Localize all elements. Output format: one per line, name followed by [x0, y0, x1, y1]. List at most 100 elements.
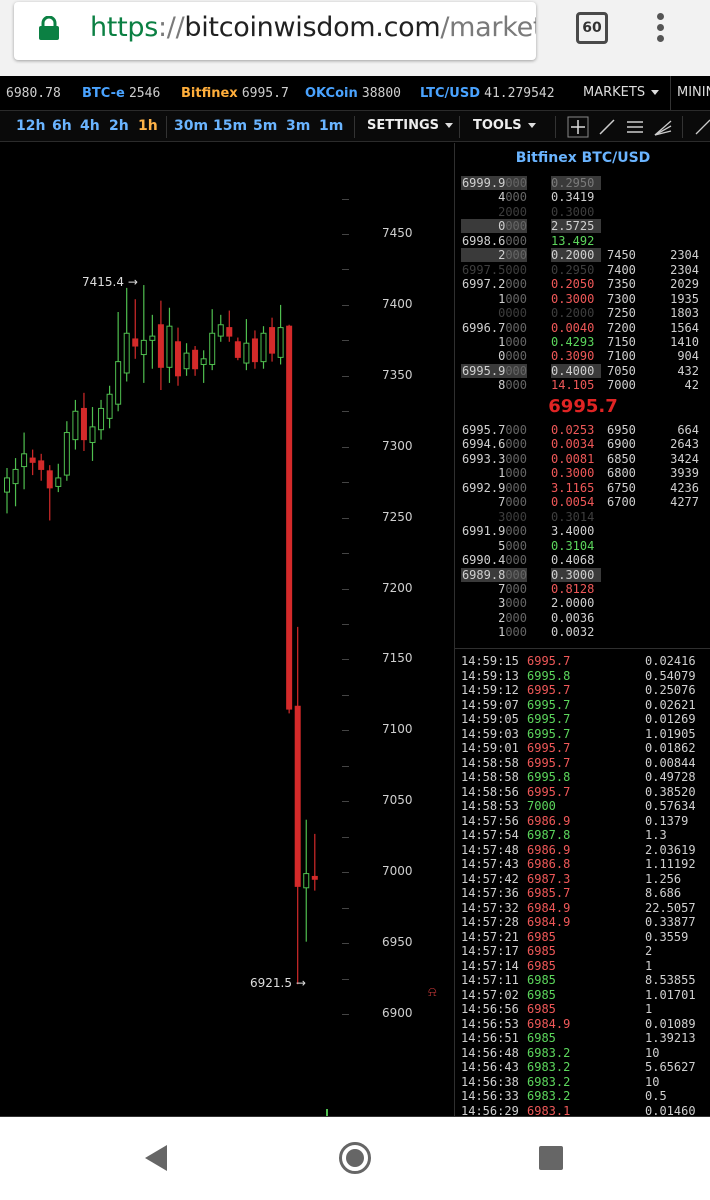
- trade-amount: 22.5057: [645, 900, 696, 915]
- markets-menu-button[interactable]: MARKETS: [568, 76, 668, 110]
- depth-volume: 1564: [670, 320, 699, 335]
- orderbook-row[interactable]: 6995.7000 0.0253 6950 664: [461, 423, 710, 437]
- overflow-menu-icon[interactable]: [650, 10, 670, 50]
- interval-1h[interactable]: 1h: [138, 118, 158, 134]
- address-bar[interactable]: https://bitcoinwisdom.com/markets/: [14, 2, 536, 60]
- trade-time: 14:59:07: [461, 697, 519, 712]
- orderbook-row[interactable]: 0000 0.2000 7250 1803: [461, 306, 710, 320]
- fan-tool-icon[interactable]: [652, 116, 674, 138]
- depth-volume: 904: [677, 349, 699, 364]
- interval-30m[interactable]: 30m: [174, 118, 209, 134]
- trade-price: 6995.7: [527, 683, 571, 697]
- orderbook-row[interactable]: 1000 0.0032: [461, 625, 710, 639]
- orderbook-row[interactable]: 3000 0.3014: [461, 510, 710, 524]
- candle-body: [29, 457, 36, 463]
- ticker-item[interactable]: 6980.78: [6, 86, 61, 101]
- trade-amount: 0.02621: [645, 697, 696, 712]
- interval-15m[interactable]: 15m: [213, 118, 248, 134]
- horizontal-lines-tool-icon[interactable]: [624, 116, 646, 138]
- orderbook-row[interactable]: 3000 2.0000: [461, 596, 710, 610]
- draw-tool-icon[interactable]: [692, 116, 710, 138]
- market-title[interactable]: Bitfinex BTC/USD: [515, 150, 651, 166]
- trade-price: 6987.8: [527, 828, 571, 842]
- orderbook-row[interactable]: 6994.6000 0.0034 6900 2643: [461, 437, 710, 451]
- candle-body: [175, 341, 181, 377]
- trade-price: 6995.7: [527, 741, 571, 755]
- y-minor-tick: [342, 694, 349, 696]
- trade-row: 14:57:54 6987.8 1.3: [461, 828, 710, 842]
- trade-row: 14:57:02 6985 1.01701: [461, 988, 710, 1002]
- trade-amount: 1.11192: [645, 857, 696, 871]
- home-icon[interactable]: [339, 1142, 371, 1174]
- orderbook-row[interactable]: 6997.5000 0.2950 7400 2304: [461, 263, 710, 277]
- ticker-item[interactable]: Bitfinex 6995.7: [181, 86, 289, 101]
- ticker-item[interactable]: LTC/USD 41.279542: [420, 86, 555, 101]
- orderbook-row[interactable]: 6992.9000 3.1165 6750 4236: [461, 481, 710, 495]
- orderbook-row[interactable]: 1000 0.3000 7300 1935: [461, 292, 710, 306]
- candle-body: [149, 335, 156, 341]
- markets-label: MARKETS: [583, 85, 646, 100]
- orderbook-row[interactable]: 6990.4000 0.4068: [461, 553, 710, 567]
- orderbook-row[interactable]: 0000 0.3090 7100 904: [461, 349, 710, 363]
- orderbook-row[interactable]: 1000 0.3000 6800 3939: [461, 466, 710, 480]
- order-price: 6997.5000: [461, 262, 527, 277]
- mining-menu-button[interactable]: MININ: [670, 76, 710, 110]
- lock-icon: [39, 16, 59, 40]
- y-tick-label: 7050: [382, 793, 413, 808]
- orderbook-row[interactable]: 4000 0.3419: [461, 190, 710, 204]
- interval-12h[interactable]: 12h: [16, 118, 46, 134]
- order-amount: 0.4293: [551, 334, 595, 349]
- trade-price: 6985.7: [527, 886, 571, 900]
- trade-amount: 0.00844: [645, 755, 696, 770]
- crosshair-tool-icon[interactable]: [567, 116, 589, 138]
- trade-time: 14:57:21: [461, 929, 519, 944]
- ticker-item[interactable]: OKCoin 38800: [305, 86, 401, 101]
- orderbook-row[interactable]: 6991.9000 3.4000: [461, 524, 710, 538]
- system-navigation-bar: [0, 1117, 710, 1200]
- price-chart[interactable]: 7450 7400 7350 7300 7250 7200 7150 7100 7050 7000…: [0, 143, 454, 1117]
- settings-menu-button[interactable]: SETTINGS: [367, 118, 454, 133]
- tools-menu-button[interactable]: TOOLS: [473, 118, 536, 133]
- depth-price: 7250: [607, 306, 636, 321]
- interval-4h[interactable]: 4h: [80, 118, 100, 134]
- trend-line-tool-icon[interactable]: [596, 116, 618, 138]
- orderbook-row[interactable]: 2000 0.0036: [461, 611, 710, 625]
- orderbook-row[interactable]: 8000 14.105 7000 42: [461, 378, 710, 392]
- order-amount: 0.2000: [551, 306, 595, 321]
- tab-switcher-button[interactable]: 60: [576, 12, 608, 44]
- candle: [226, 310, 233, 342]
- orderbook-row[interactable]: 0000 2.5725: [461, 219, 710, 234]
- orderbook-row[interactable]: 6998.6000 13.492: [461, 234, 710, 248]
- trade-amount: 1.01701: [645, 987, 696, 1002]
- candle-body: [243, 342, 250, 364]
- orderbook-row[interactable]: 6997.2000 0.2050 7350 2029: [461, 277, 710, 291]
- orderbook-row[interactable]: 6996.7000 0.0040 7200 1564: [461, 321, 710, 335]
- depth-price: 7050: [607, 363, 636, 378]
- candle: [175, 327, 181, 386]
- orderbook-row[interactable]: 1000 0.4293 7150 1410: [461, 335, 710, 349]
- market-ticker: 6980.78 BTC-e 2546 Bitfinex 6995.7 OKCoi…: [0, 76, 710, 110]
- orderbook-row[interactable]: 7000 0.0054 6700 4277: [461, 495, 710, 509]
- orderbook-row[interactable]: 5000 0.3104: [461, 539, 710, 553]
- interval-1m[interactable]: 1m: [319, 118, 344, 134]
- interval-3m[interactable]: 3m: [286, 118, 311, 134]
- high-price-annotation: 7415.4 →: [82, 275, 138, 289]
- orderbook-row[interactable]: 6993.3000 0.0081 6850 3424: [461, 452, 710, 466]
- candle: [21, 432, 28, 490]
- recent-apps-icon[interactable]: [539, 1146, 563, 1170]
- interval-6h[interactable]: 6h: [52, 118, 72, 134]
- interval-2h[interactable]: 2h: [109, 118, 129, 134]
- trade-amount: 0.01862: [645, 741, 696, 755]
- back-icon[interactable]: [145, 1145, 167, 1171]
- ticker-item[interactable]: BTC-e 2546: [82, 86, 160, 101]
- orderbook-row[interactable]: 6989.8000 0.3000: [461, 567, 710, 582]
- orderbook-row[interactable]: 2000 0.2000 7450 2304: [461, 248, 710, 263]
- orderbook-row[interactable]: 2000 0.3000: [461, 205, 710, 219]
- interval-5m[interactable]: 5m: [253, 118, 278, 134]
- orderbook-row[interactable]: 6995.9000 0.4000 7050 432: [461, 363, 710, 378]
- candle: [115, 312, 122, 412]
- orderbook-row[interactable]: 6999.9000 0.2950: [461, 176, 710, 190]
- alert-bell-icon[interactable]: ⍾: [428, 985, 437, 1000]
- y-minor-tick: [342, 411, 349, 413]
- orderbook-row[interactable]: 7000 0.8128: [461, 582, 710, 596]
